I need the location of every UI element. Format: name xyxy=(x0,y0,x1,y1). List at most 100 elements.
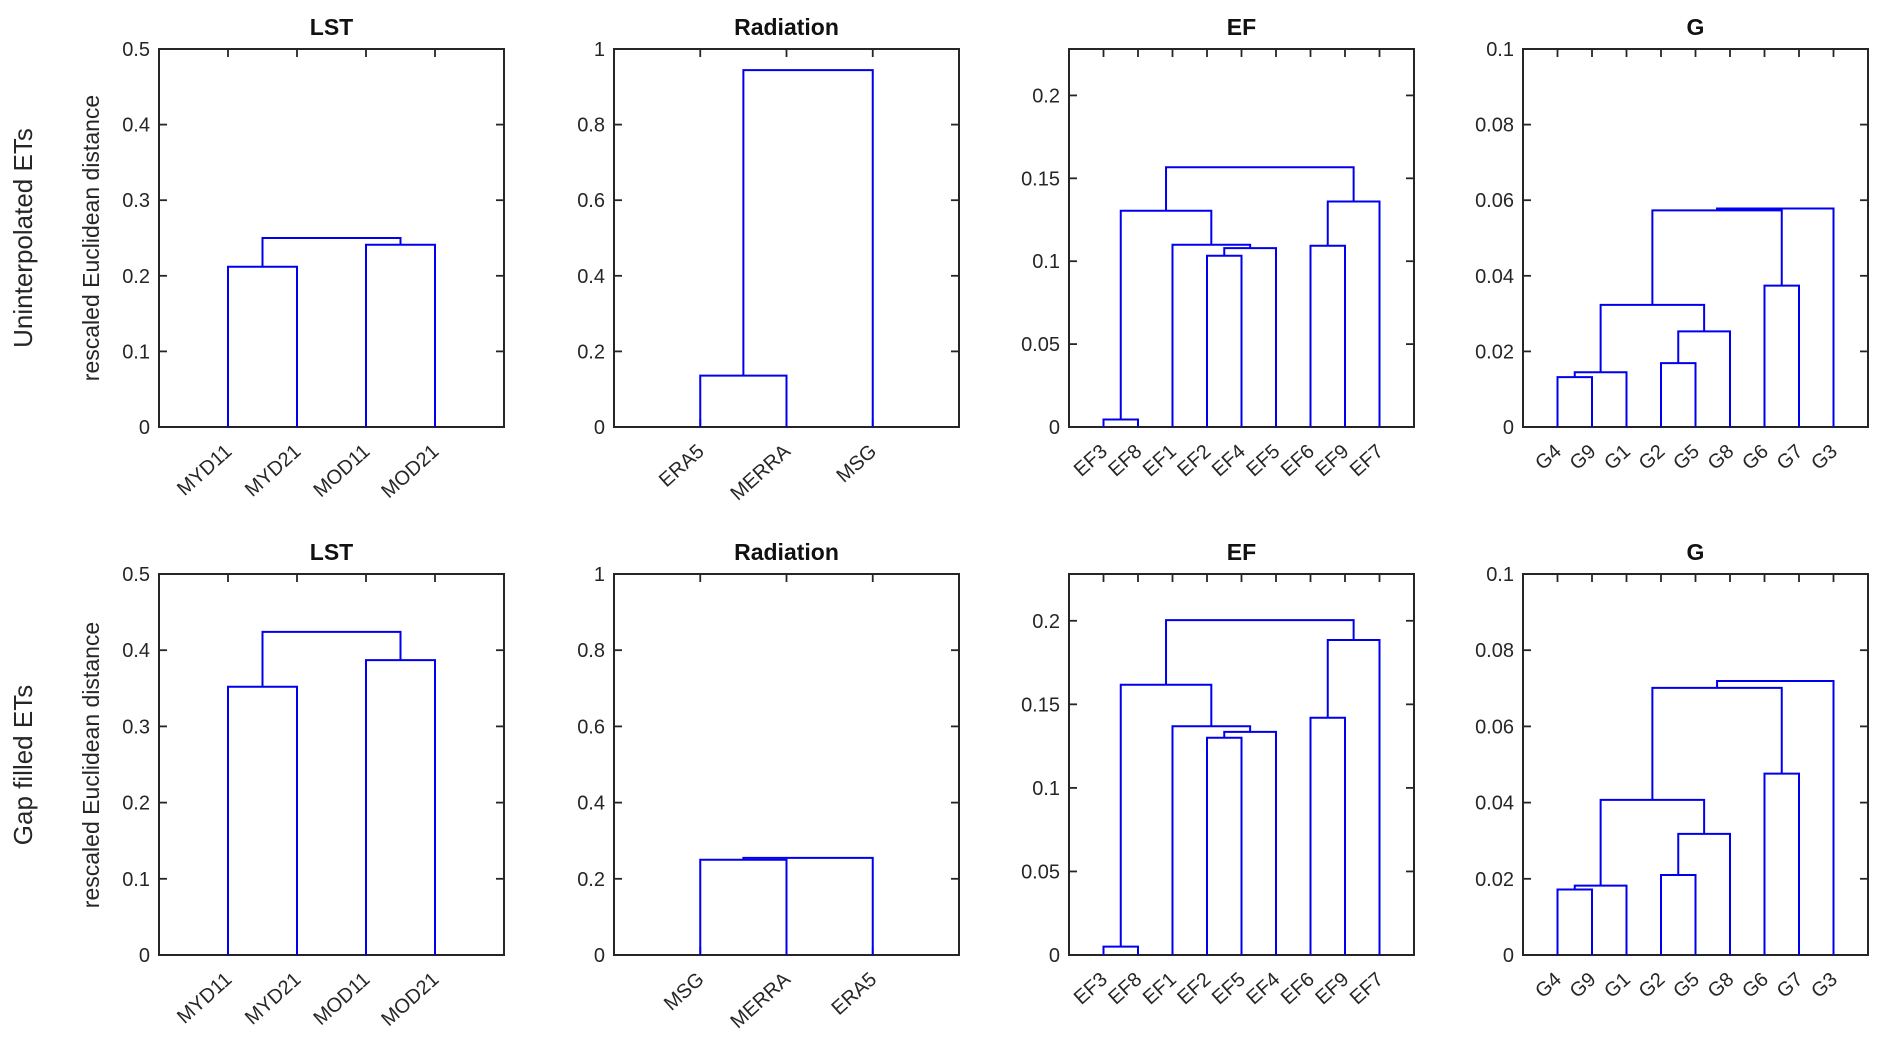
dendrogram-link xyxy=(1102,418,1139,427)
chart-title: EF xyxy=(1227,14,1256,40)
dendrogram-link xyxy=(1326,200,1381,427)
dendrogram-link xyxy=(1309,244,1346,427)
dendrogram-link xyxy=(1599,303,1706,373)
y-tick-label: 0.2 xyxy=(1032,611,1060,633)
leaf-label: MSG xyxy=(660,968,709,1015)
leaf-label: EF7 xyxy=(1346,440,1388,481)
axis-box xyxy=(613,48,960,428)
leaf-label: G7 xyxy=(1773,968,1808,1002)
y-tick-label: 1 xyxy=(594,39,605,61)
y-tick-label: 0.4 xyxy=(577,266,605,288)
chart-title: LST xyxy=(310,539,353,565)
dendrogram-link xyxy=(742,69,874,427)
dendrogram-link xyxy=(1309,716,1346,955)
leaf-label: EF8 xyxy=(1104,440,1146,481)
y-axis-label-row1: rescaled Euclidean distance xyxy=(78,95,104,381)
leaf-label: G1 xyxy=(1600,440,1635,474)
dendrogram-link xyxy=(1677,832,1731,955)
y-tick-label: 0.15 xyxy=(1021,694,1060,716)
y-tick-label: 0.04 xyxy=(1475,266,1514,288)
leaf-label: G5 xyxy=(1669,968,1704,1002)
y-tick-label: 0 xyxy=(1503,417,1514,439)
dendrogram-link xyxy=(1223,247,1277,427)
y-tick-label: 0 xyxy=(1049,945,1060,967)
axis-box xyxy=(158,573,505,956)
leaf-label: G9 xyxy=(1566,440,1601,474)
dendrogram-link xyxy=(1677,330,1731,427)
y-tick-label: 0.2 xyxy=(577,869,605,891)
chart-title: Radiation xyxy=(734,539,839,565)
leaf-label: MOD11 xyxy=(310,968,375,1029)
dendrogram-link xyxy=(1716,680,1835,955)
y-tick-label: 0.02 xyxy=(1475,869,1514,891)
leaf-label: EF9 xyxy=(1311,440,1353,481)
leaf-label: G9 xyxy=(1566,968,1601,1002)
y-tick-label: 0 xyxy=(594,417,605,439)
chart-title: LST xyxy=(310,14,353,40)
y-axis-label-row2: rescaled Euclidean distance xyxy=(78,622,104,908)
y-tick-label: 0.08 xyxy=(1475,115,1514,137)
dendrogram-link xyxy=(1556,888,1593,955)
leaf-label: G2 xyxy=(1635,440,1670,474)
y-tick-label: 0.08 xyxy=(1475,640,1514,662)
y-tick-label: 0 xyxy=(139,945,150,967)
leaf-label: EF6 xyxy=(1277,968,1319,1009)
leaf-label: MSG xyxy=(833,440,882,487)
dendrogram-link xyxy=(365,243,436,427)
dendrogram-link xyxy=(1206,254,1243,427)
leaf-label: MERRA xyxy=(726,440,795,505)
y-tick-label: 0.2 xyxy=(577,341,605,363)
dendrogram-link xyxy=(261,237,402,267)
dendrogram-link xyxy=(1171,243,1252,427)
y-tick-label: 0.4 xyxy=(122,640,150,662)
leaf-label: G8 xyxy=(1704,968,1739,1002)
leaf-label: EF5 xyxy=(1208,968,1250,1009)
dendrogram-link xyxy=(261,630,402,687)
y-tick-label: 0.4 xyxy=(577,793,605,815)
y-tick-label: 0.3 xyxy=(122,716,150,738)
dendrogram-link xyxy=(1651,686,1783,800)
dendrogram-link xyxy=(1102,945,1139,955)
leaf-label: G6 xyxy=(1738,968,1773,1002)
dendrogram-link xyxy=(1651,209,1783,305)
chart-title: G xyxy=(1687,14,1705,40)
axis-box xyxy=(158,48,505,428)
leaf-label: MERRA xyxy=(726,968,795,1033)
dendrogram-link xyxy=(1763,284,1800,427)
leaf-label: MYD11 xyxy=(173,968,236,1028)
leaf-label: MYD21 xyxy=(241,968,305,1029)
dendrogram-link xyxy=(1556,376,1593,427)
y-tick-label: 0.4 xyxy=(122,115,150,137)
y-tick-label: 0 xyxy=(594,945,605,967)
dendrogram-link xyxy=(1573,884,1628,955)
row-label-gapfilled: Gap filled ETs xyxy=(8,685,38,845)
y-tick-label: 0 xyxy=(1049,417,1060,439)
y-tick-label: 0.02 xyxy=(1475,341,1514,363)
leaf-label: G1 xyxy=(1600,968,1635,1002)
dendrogram-link xyxy=(1763,772,1800,955)
leaf-label: EF4 xyxy=(1242,968,1284,1009)
leaf-label: EF1 xyxy=(1139,440,1181,481)
y-tick-label: 0.6 xyxy=(577,716,605,738)
chart-title: G xyxy=(1687,539,1705,565)
y-tick-label: 0 xyxy=(139,417,150,439)
y-tick-label: 0.05 xyxy=(1021,861,1060,883)
dendrogram-link xyxy=(1165,166,1355,211)
dendrogram-link xyxy=(1119,683,1213,947)
leaf-label: EF5 xyxy=(1242,440,1284,481)
dendrogram-link xyxy=(1165,619,1355,685)
y-tick-label: 0.06 xyxy=(1475,716,1514,738)
y-tick-label: 0.06 xyxy=(1475,190,1514,212)
leaf-label: ERA5 xyxy=(828,968,882,1019)
leaf-label: G2 xyxy=(1635,968,1670,1002)
chart-title: Radiation xyxy=(734,14,839,40)
dendrogram-link xyxy=(1599,798,1706,886)
dendrogram-link xyxy=(1660,362,1697,427)
y-tick-label: 0.3 xyxy=(122,190,150,212)
dendrogram-link xyxy=(227,685,298,955)
leaf-label: G4 xyxy=(1531,440,1566,474)
y-tick-label: 0.1 xyxy=(1032,778,1060,800)
leaf-label: EF1 xyxy=(1139,968,1181,1009)
y-tick-label: 0.1 xyxy=(122,869,150,891)
